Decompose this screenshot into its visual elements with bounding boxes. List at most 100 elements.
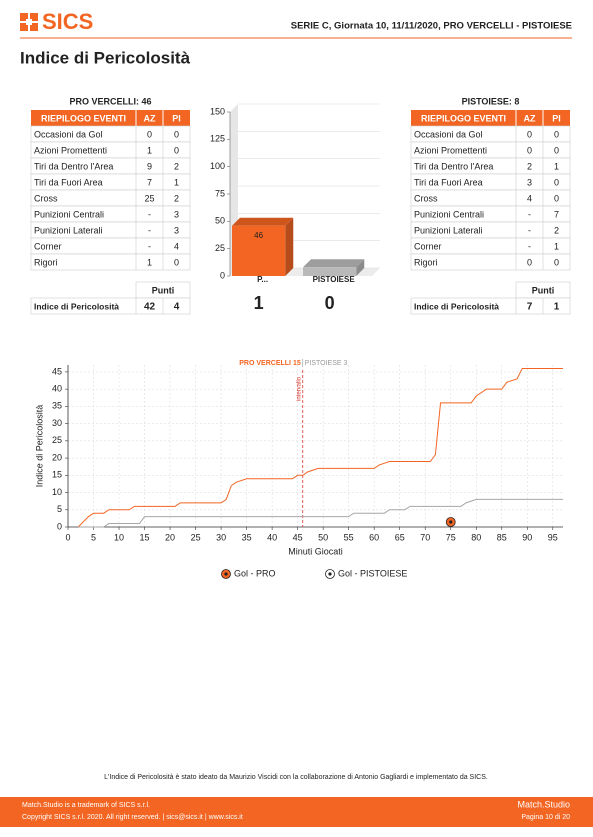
cell-value: 2	[174, 161, 179, 171]
cell-value: 0	[174, 145, 179, 155]
cell-value: 0	[147, 129, 152, 139]
y-tick-label: 45	[52, 366, 62, 376]
x-tick-label: 0	[65, 532, 70, 542]
halftime-label: intervallo	[296, 376, 302, 401]
y-tick-label: 10	[52, 487, 62, 497]
table-header	[31, 110, 190, 126]
x-tick-label: 90	[522, 532, 532, 542]
ball-patch	[328, 572, 332, 576]
x-tick-label: 10	[114, 532, 124, 542]
total-value: 7	[527, 302, 533, 313]
annotation: PISTOIESE 3	[305, 360, 348, 367]
footer-band	[0, 797, 593, 827]
cell-value: 25	[144, 193, 154, 203]
x-tick-label: 70	[420, 532, 430, 542]
logo-icon	[20, 13, 38, 31]
legend-label: Gol - PISTOIESE	[338, 568, 407, 578]
ball-patch	[224, 572, 228, 576]
annotation: PRO VERCELLI 15	[239, 360, 301, 367]
cell-value: 1	[554, 241, 559, 251]
cell-value: -	[528, 209, 531, 219]
points-header: Punti	[532, 285, 555, 295]
cell-value: 4	[527, 193, 532, 203]
row-label: Punizioni Centrali	[414, 209, 484, 219]
row-label: Tiri da Fuori Area	[34, 177, 103, 187]
total-row	[30, 297, 191, 315]
bar-top	[232, 217, 294, 226]
y-tick-label: 40	[52, 384, 62, 394]
cell-value: 3	[527, 177, 532, 187]
cell-value: 1	[147, 257, 152, 267]
cell-value: 1	[174, 177, 179, 187]
row-label: Cross	[414, 193, 438, 203]
row-label: Punizioni Laterali	[34, 225, 103, 235]
row-label: Punizioni Laterali	[414, 225, 483, 235]
bar-top	[303, 259, 365, 268]
y-tick-label: 150	[210, 106, 225, 116]
cell-value: 0	[554, 129, 559, 139]
cell-value: 0	[174, 129, 179, 139]
row-label: Tiri da Dentro l'Area	[34, 161, 113, 171]
legend-icon	[325, 569, 335, 579]
x-tick-label: 75	[446, 532, 456, 542]
bar-side	[285, 217, 294, 276]
match-info: SERIE C, Giornata 10, 11/11/2020, PRO VE…	[291, 21, 572, 32]
total-row	[410, 297, 571, 315]
row-label: Tiri da Dentro l'Area	[414, 161, 493, 171]
x-tick-label: 55	[344, 532, 354, 542]
table-row	[30, 253, 191, 271]
points-header: Punti	[152, 285, 175, 295]
category-label: P...	[257, 275, 268, 284]
cell-value: 0	[554, 257, 559, 267]
footer-note: L'Indice di Pericolosità è stato ideato …	[104, 774, 488, 781]
footer-right: Pagina 10 di 20	[521, 814, 570, 821]
footer-left: Copyright SICS s.r.l. 2020. All right re…	[22, 814, 243, 821]
x-tick-label: 60	[369, 532, 379, 542]
cell-value: -	[148, 241, 151, 251]
cell-value: 0	[554, 177, 559, 187]
column-header: RIEPILOGO EVENTI	[421, 113, 506, 123]
row-label: Occasioni da Gol	[34, 129, 103, 139]
row-label: Rigori	[414, 257, 438, 267]
score: 0	[325, 293, 335, 313]
y-tick-label: 25	[52, 435, 62, 445]
row-label: Azioni Promettenti	[34, 145, 107, 155]
cell-value: 0	[527, 129, 532, 139]
logo: SICS	[42, 9, 93, 34]
x-tick-label: 95	[548, 532, 558, 542]
table-title: PISTOIESE: 8	[462, 96, 520, 106]
cell-value: 0	[527, 257, 532, 267]
ball-patch	[449, 520, 453, 524]
x-tick-label: 5	[91, 532, 96, 542]
cell-value: -	[528, 225, 531, 235]
cell-value: 2	[527, 161, 532, 171]
cell-value: 0	[554, 145, 559, 155]
total-value: 42	[144, 302, 156, 313]
y-tick-label: 15	[52, 470, 62, 480]
y-axis-label: Indice di Pericolosità	[34, 405, 44, 488]
x-tick-label: 80	[471, 532, 481, 542]
y-tick-label: 75	[215, 188, 225, 198]
y-tick-label: 20	[52, 452, 62, 462]
series-line	[78, 498, 563, 528]
total-label: Indice di Pericolosità	[414, 301, 499, 311]
x-tick-label: 35	[242, 532, 252, 542]
y-tick-label: 50	[215, 216, 225, 226]
total-label: Indice di Pericolosità	[34, 301, 119, 311]
cell-value: 4	[174, 241, 179, 251]
x-tick-label: 40	[267, 532, 277, 542]
cell-value: 3	[174, 225, 179, 235]
cell-value: 0	[174, 257, 179, 267]
cell-value: 0	[554, 193, 559, 203]
y-tick-label: 125	[210, 134, 225, 144]
cell-value: 2	[174, 193, 179, 203]
score: 1	[254, 293, 264, 313]
category-label: PISTOIESE	[313, 275, 356, 284]
y-tick-label: 0	[220, 270, 225, 280]
x-tick-label: 20	[165, 532, 175, 542]
bar-value-label: 46	[254, 231, 263, 240]
cell-value: 0	[527, 145, 532, 155]
x-tick-label: 45	[293, 532, 303, 542]
cell-value: -	[148, 209, 151, 219]
